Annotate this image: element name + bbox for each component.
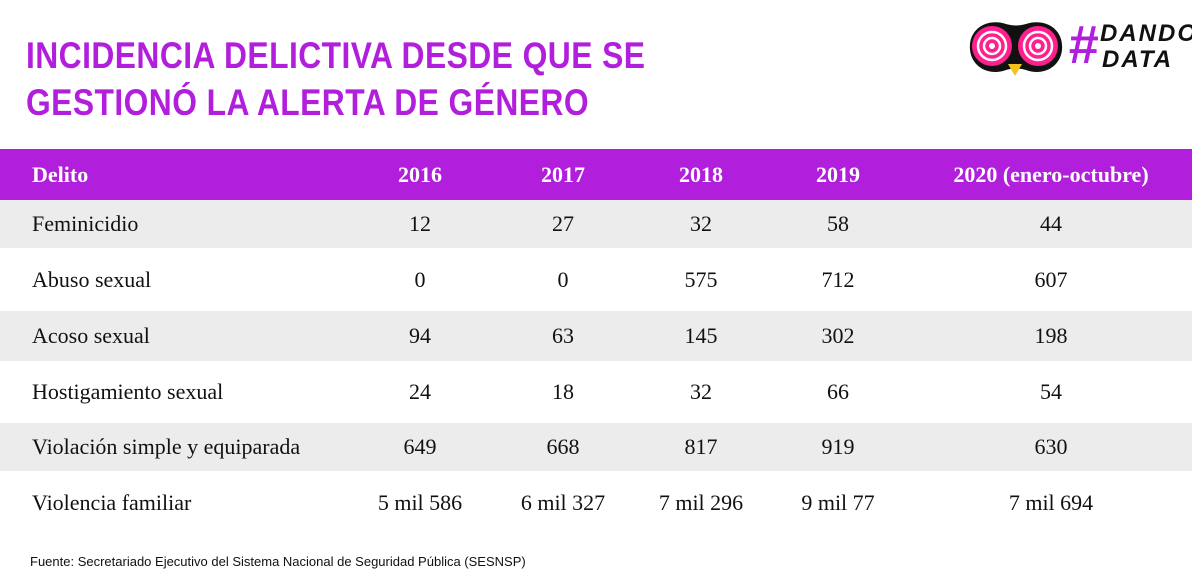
cell-value: 58 <box>766 200 910 248</box>
cell-value: 7 mil 694 <box>1008 489 1094 515</box>
header-2019: 2019 <box>766 149 910 200</box>
row-label: Hostigamiento sexual <box>32 379 224 404</box>
cell-value: 63 <box>490 311 636 361</box>
cell-value: 7 mil 296 <box>658 489 744 515</box>
cell-value: 575 <box>684 266 718 292</box>
table-body: Feminicidio 12 27 32 58 44 Abuso sexual 0 0 575 71… <box>0 200 1192 534</box>
cell-value: 32 <box>690 379 712 404</box>
cell-value: 817 <box>636 423 766 471</box>
cell-value: 9 mil 77 <box>801 489 875 515</box>
table-row: Hostigamiento sexual 24 18 32 66 54 <box>0 361 1192 423</box>
logo-text-data: DATA <box>1102 46 1174 73</box>
cell-value: 66 <box>827 379 849 404</box>
title-line-1: INCIDENCIA DELICTIVA DESDE QUE SE <box>26 35 646 76</box>
cell-value: 198 <box>910 311 1192 361</box>
header-2017: 2017 <box>490 149 636 200</box>
page-title: INCIDENCIA DELICTIVA DESDE QUE SE GESTIO… <box>26 32 646 126</box>
row-label: Violencia familiar <box>32 489 192 515</box>
table-row: Violación simple y equiparada 649 668 817 91… <box>0 423 1192 471</box>
cell-value: 607 <box>1034 266 1068 292</box>
cell-value: 18 <box>552 379 574 404</box>
crime-incidence-table: Delito 2016 2017 2018 2019 2020 (enero-o… <box>0 149 1192 534</box>
cell-value: 0 <box>557 266 569 292</box>
cell-value: 24 <box>409 379 431 404</box>
logo-text-dando: DANDO <box>1100 20 1192 47</box>
owl-eyes-icon <box>969 22 1063 76</box>
table-row: Violencia familiar 5 mil 586 6 mil 327 7 mi… <box>0 471 1192 534</box>
cell-value: 302 <box>766 311 910 361</box>
header-delito: Delito <box>0 149 350 200</box>
cell-value: 32 <box>636 200 766 248</box>
cell-value: 649 <box>350 423 490 471</box>
table-row: Abuso sexual 0 0 575 712 607 <box>0 248 1192 311</box>
row-label: Acoso sexual <box>0 311 350 361</box>
cell-value: 44 <box>910 200 1192 248</box>
cell-value: 145 <box>636 311 766 361</box>
row-label: Feminicidio <box>0 200 350 248</box>
source-note: Fuente: Secretariado Ejecutivo del Siste… <box>30 554 526 569</box>
table-row: Acoso sexual 94 63 145 302 198 <box>0 311 1192 361</box>
cell-value: 12 <box>350 200 490 248</box>
header-2016: 2016 <box>350 149 490 200</box>
logo-hash: # <box>1068 15 1099 75</box>
cell-value: 27 <box>490 200 636 248</box>
cell-value: 5 mil 586 <box>377 489 463 515</box>
dando-data-logo: # DANDO DATA <box>966 15 1192 82</box>
cell-value: 668 <box>490 423 636 471</box>
cell-value: 0 <box>414 266 426 292</box>
row-label: Violación simple y equiparada <box>0 423 350 471</box>
row-label: Abuso sexual <box>32 266 152 292</box>
cell-value: 919 <box>766 423 910 471</box>
cell-value: 630 <box>910 423 1192 471</box>
table-header-row: Delito 2016 2017 2018 2019 2020 (enero-o… <box>0 149 1192 200</box>
cell-value: 54 <box>1040 379 1062 404</box>
cell-value: 94 <box>350 311 490 361</box>
title-line-2: GESTIONÓ LA ALERTA DE GÉNERO <box>26 82 590 123</box>
table-row: Feminicidio 12 27 32 58 44 <box>0 200 1192 248</box>
cell-value: 712 <box>821 266 855 292</box>
cell-value: 6 mil 327 <box>520 489 606 515</box>
header-2020: 2020 (enero-octubre) <box>910 149 1192 200</box>
header-2018: 2018 <box>636 149 766 200</box>
